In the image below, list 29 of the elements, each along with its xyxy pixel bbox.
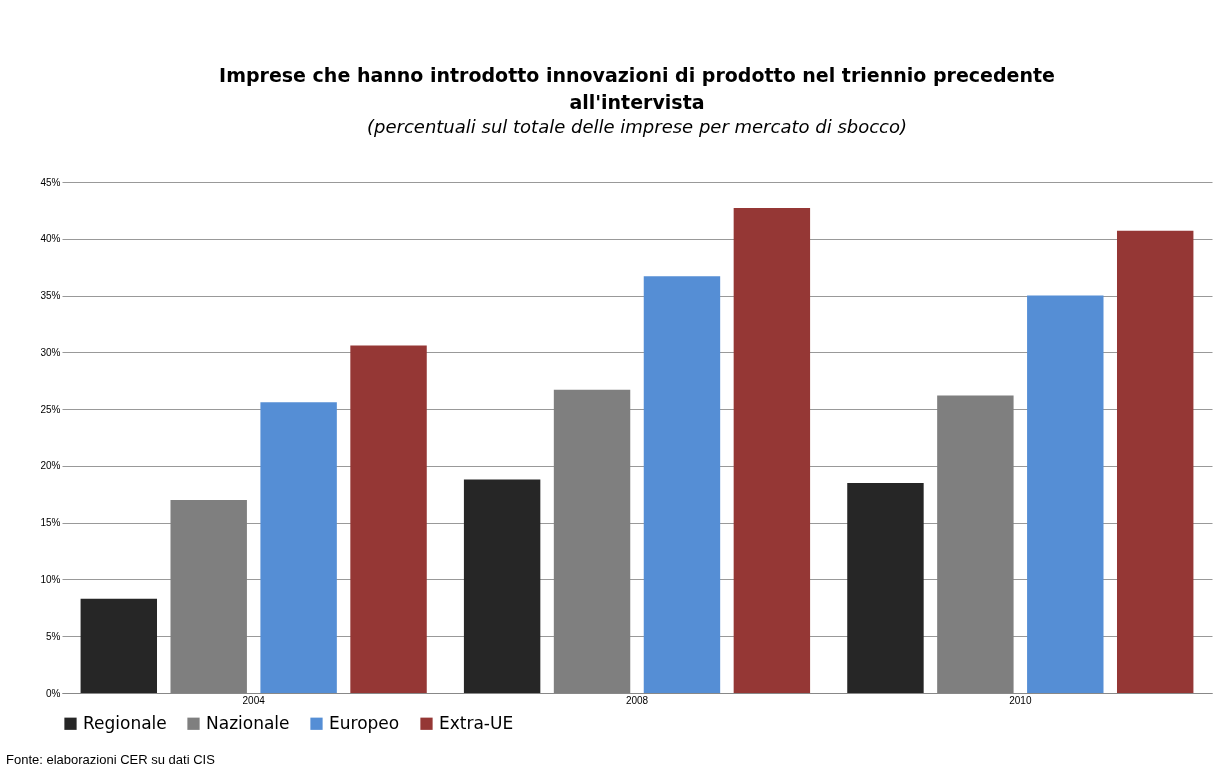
y-tick-label: 15% (40, 517, 61, 529)
bar (1116, 230, 1194, 693)
legend-label: Europeo (329, 712, 400, 733)
y-tick-label: 20% (40, 460, 61, 472)
chart-title: Imprese che hanno introdotto innovazioni di prodotto nel triennio precedente all'intervista (219, 64, 1055, 113)
bar (80, 598, 158, 693)
y-tick-label: 35% (40, 290, 61, 302)
legend-label: Regionale (83, 712, 167, 733)
bar (350, 345, 427, 693)
bar (260, 402, 337, 693)
y-tick-label: 10% (40, 573, 61, 585)
bar (1027, 295, 1104, 693)
y-tick-label: 40% (40, 233, 61, 245)
source-note: Fonte: elaborazioni CER su dati CIS (6, 752, 215, 767)
y-tick-label: 30% (40, 346, 61, 358)
y-tick-label: 0% (46, 687, 61, 699)
bar (733, 208, 811, 693)
y-tick-label: 45% (40, 176, 61, 188)
legend-label: Extra-UE (439, 712, 514, 733)
x-tick-label: 2008 (625, 694, 649, 706)
y-tick-label: 5% (46, 630, 61, 642)
x-tick-label: 2010 (1009, 694, 1032, 706)
bar (847, 482, 924, 693)
chart-subtitle: (percentuali sul totale delle imprese per mercato di sbocco) (366, 116, 908, 137)
bar (643, 276, 721, 693)
bar (463, 479, 541, 693)
y-tick-label: 25% (40, 403, 61, 415)
x-tick-label: 2004 (242, 694, 266, 706)
legend-label: Nazionale (206, 712, 290, 733)
